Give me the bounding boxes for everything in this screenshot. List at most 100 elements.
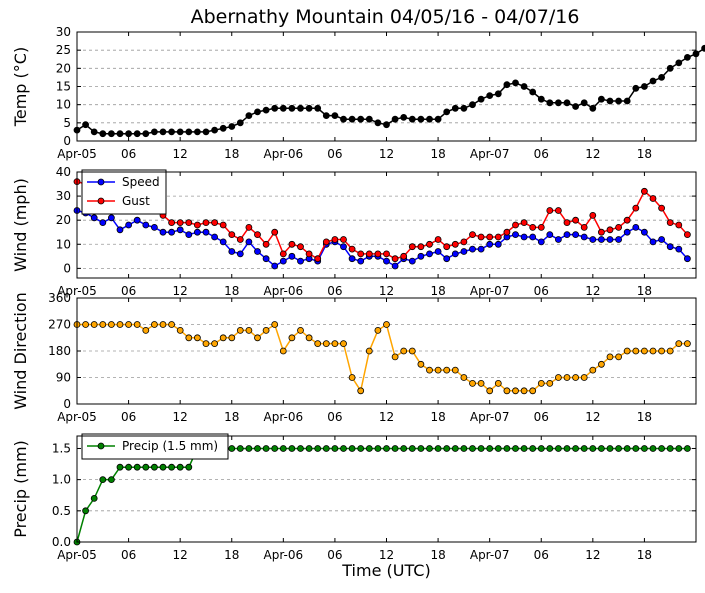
data-point bbox=[202, 228, 210, 236]
data-point bbox=[185, 334, 193, 342]
data-point bbox=[417, 445, 425, 452]
data-point bbox=[598, 95, 605, 103]
data-point bbox=[82, 507, 89, 515]
data-point bbox=[598, 360, 605, 368]
data-point bbox=[90, 214, 98, 222]
data-point bbox=[142, 463, 150, 471]
data-point bbox=[529, 233, 537, 241]
data-point bbox=[348, 255, 356, 263]
y-tick-label: 0 bbox=[63, 397, 71, 411]
series-line-gust bbox=[76, 180, 688, 260]
data-point bbox=[185, 463, 193, 471]
data-point bbox=[675, 245, 683, 253]
x-tick-label: 06 bbox=[121, 284, 136, 298]
data-point bbox=[340, 236, 347, 243]
data-point bbox=[254, 334, 261, 342]
data-point bbox=[426, 445, 433, 452]
data-point bbox=[305, 445, 313, 452]
data-point bbox=[271, 445, 279, 452]
data-point bbox=[572, 445, 579, 452]
data-point bbox=[185, 128, 193, 136]
data-point bbox=[340, 115, 347, 123]
data-point bbox=[271, 228, 279, 236]
data-point bbox=[211, 340, 219, 348]
data-point bbox=[589, 236, 597, 243]
data-point bbox=[469, 245, 476, 253]
data-point bbox=[348, 115, 356, 123]
data-point bbox=[426, 115, 433, 123]
x-tick-label: Apr-05 bbox=[57, 548, 97, 562]
y-axis-title: Precip (mm) bbox=[11, 440, 30, 538]
data-point bbox=[520, 83, 528, 90]
data-point bbox=[400, 347, 408, 355]
data-point bbox=[262, 240, 270, 248]
y-tick-label: 180 bbox=[48, 344, 71, 358]
data-point bbox=[563, 99, 571, 107]
data-point bbox=[202, 340, 210, 348]
data-point bbox=[142, 130, 150, 138]
x-tick-label: 12 bbox=[585, 147, 600, 161]
data-point bbox=[159, 128, 167, 136]
x-tick-label: 18 bbox=[224, 548, 239, 562]
data-point bbox=[133, 216, 141, 224]
data-point bbox=[133, 321, 141, 328]
data-point bbox=[572, 231, 579, 239]
data-point bbox=[623, 347, 631, 355]
data-point bbox=[469, 101, 476, 109]
data-point bbox=[563, 231, 571, 239]
x-tick-label: 06 bbox=[534, 410, 549, 424]
data-point bbox=[658, 445, 665, 452]
data-point bbox=[443, 255, 451, 263]
data-point bbox=[426, 240, 433, 248]
data-point bbox=[202, 219, 210, 227]
data-point bbox=[641, 228, 648, 236]
data-point bbox=[82, 121, 89, 129]
data-point bbox=[116, 130, 124, 138]
data-point bbox=[400, 114, 408, 121]
legend-marker bbox=[97, 197, 105, 205]
data-point bbox=[159, 463, 167, 471]
data-point bbox=[443, 108, 451, 116]
data-point bbox=[322, 112, 330, 119]
data-point bbox=[666, 219, 674, 227]
data-point bbox=[451, 366, 459, 374]
data-point bbox=[159, 321, 167, 328]
data-point bbox=[211, 233, 219, 241]
data-point bbox=[383, 321, 390, 328]
data-point bbox=[684, 231, 691, 239]
data-point bbox=[460, 374, 468, 381]
data-point bbox=[555, 236, 562, 243]
data-point bbox=[331, 112, 339, 119]
data-point bbox=[546, 379, 554, 387]
data-point bbox=[503, 81, 511, 89]
data-point bbox=[279, 250, 287, 258]
x-tick-label: 18 bbox=[637, 548, 652, 562]
chart-title: Abernathy Mountain 04/05/16 - 04/07/16 bbox=[190, 6, 580, 28]
x-tick-label: Apr-05 bbox=[57, 147, 97, 161]
data-point bbox=[443, 243, 451, 251]
data-point bbox=[245, 326, 253, 334]
data-point bbox=[142, 221, 150, 229]
data-point bbox=[434, 445, 442, 452]
data-point bbox=[297, 243, 304, 251]
data-point bbox=[254, 445, 261, 452]
data-point bbox=[434, 115, 442, 123]
data-point bbox=[357, 257, 365, 265]
data-point bbox=[314, 255, 322, 263]
data-point bbox=[546, 231, 554, 239]
data-point bbox=[228, 231, 236, 239]
data-point bbox=[451, 240, 459, 248]
data-point bbox=[90, 321, 98, 328]
y-tick-label: 10 bbox=[56, 98, 71, 112]
x-tick-label: 18 bbox=[224, 284, 239, 298]
data-point bbox=[236, 119, 244, 127]
data-point bbox=[228, 123, 236, 130]
data-point bbox=[279, 347, 287, 355]
data-point bbox=[589, 366, 597, 374]
data-point bbox=[537, 223, 545, 231]
panel-2: 0 10 20 30 40 Apr-05 06 12 18 Apr-06 06 12 18 Apr-07 0… bbox=[11, 165, 697, 298]
data-point bbox=[443, 366, 451, 374]
data-point bbox=[623, 216, 631, 224]
x-tick-label: 12 bbox=[585, 284, 600, 298]
data-point bbox=[666, 445, 674, 452]
